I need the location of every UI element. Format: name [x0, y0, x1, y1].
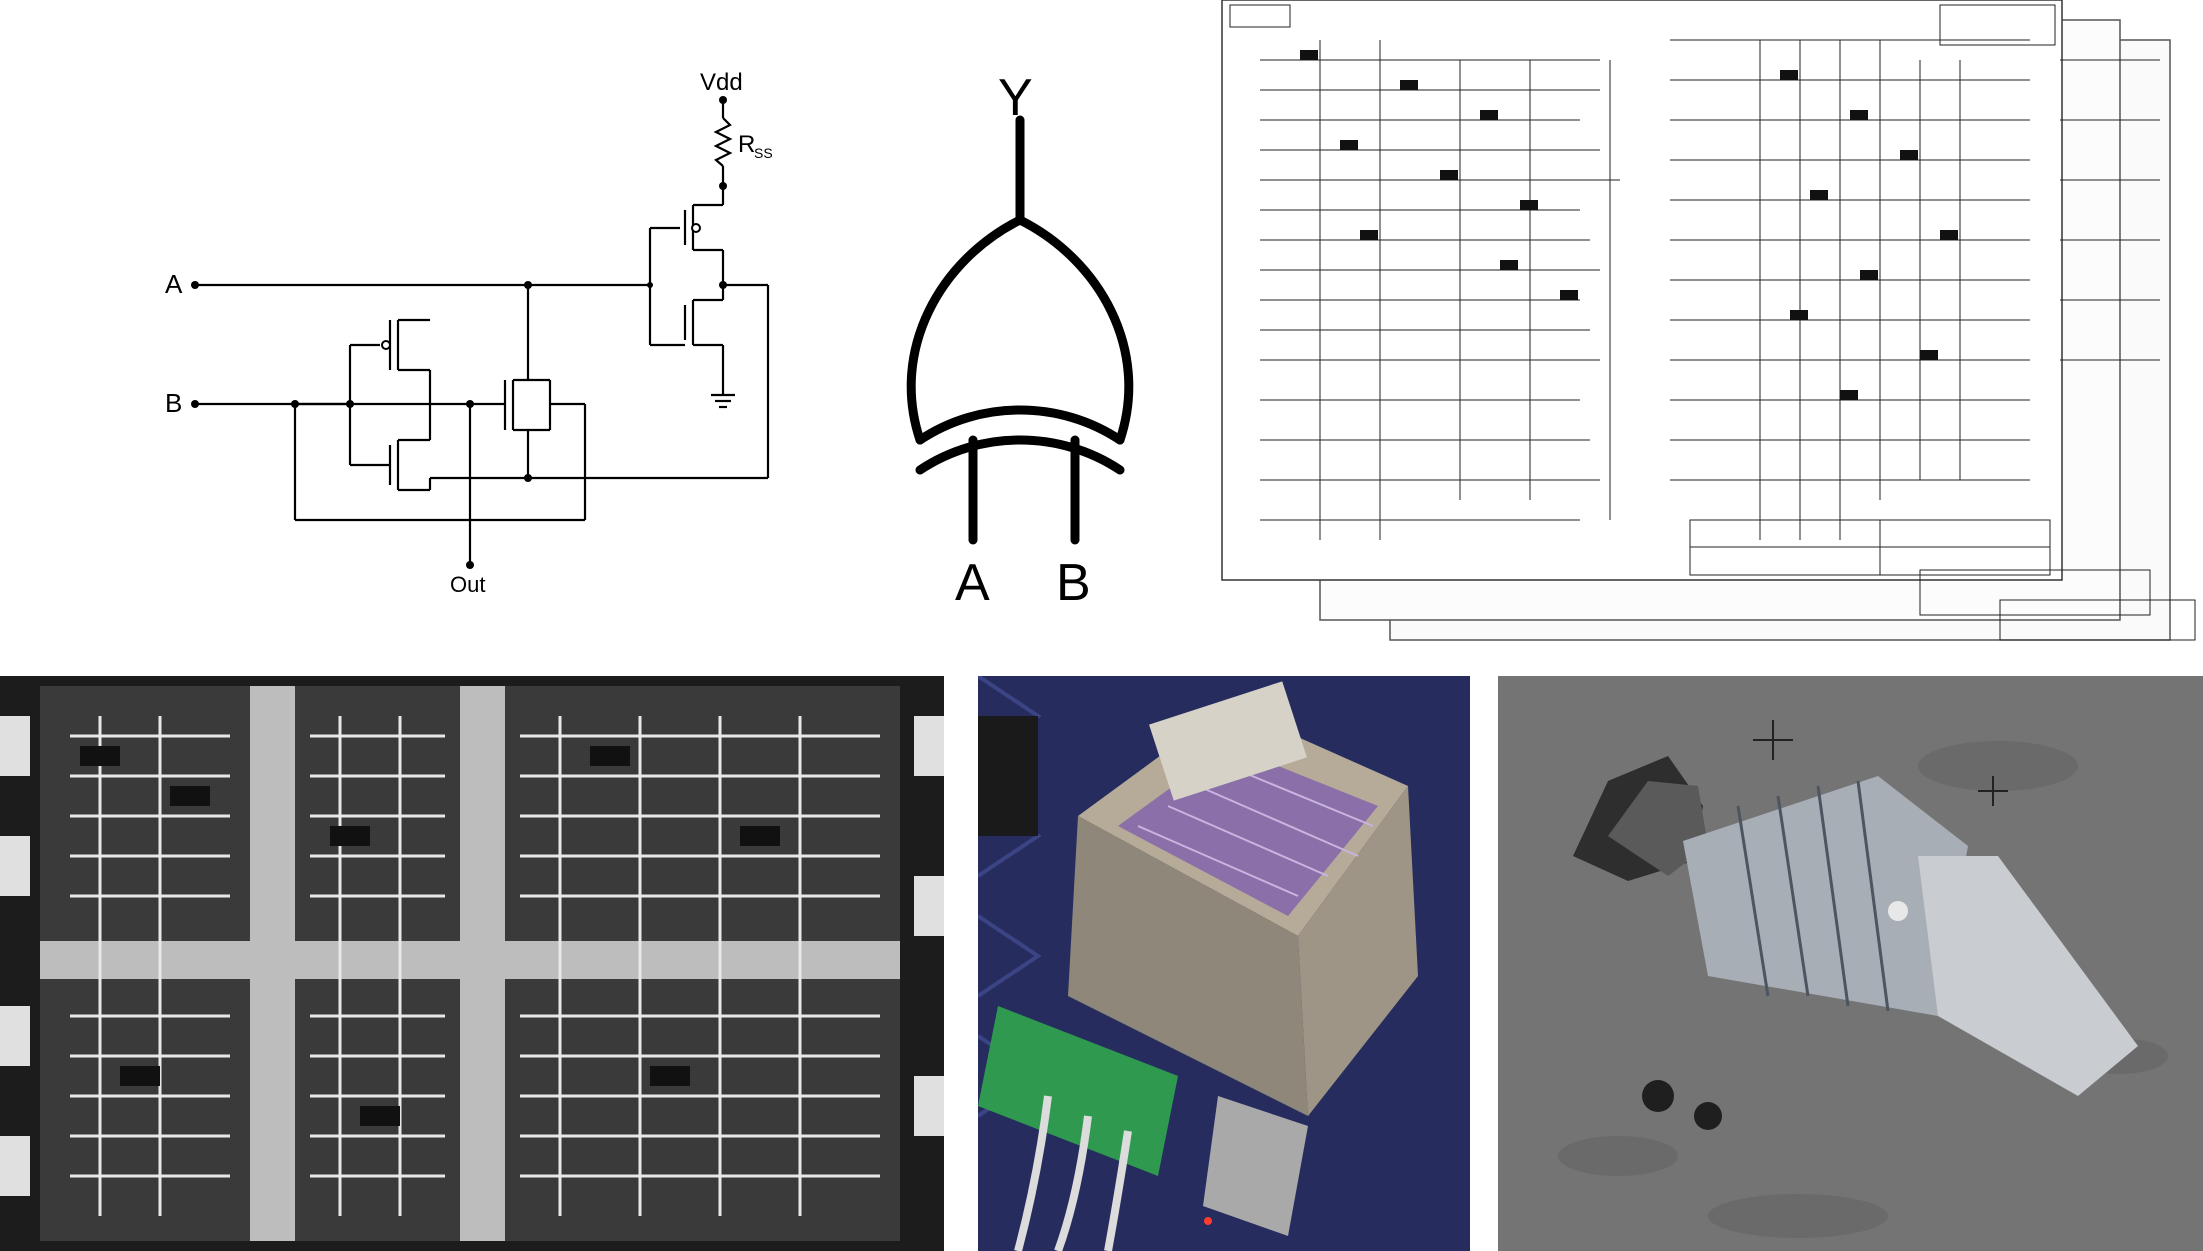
logic-flow-diagram-sheets: [1200, 0, 2203, 660]
xor-gate-diagram: Y A B: [906, 69, 1134, 612]
xor-gate-symbol: Y A B: [880, 0, 1200, 640]
input-b-label: B: [165, 388, 182, 418]
circuit-diagram: Vdd R SS A B Out: [165, 69, 773, 597]
vdd-label: Vdd: [700, 69, 743, 96]
input-a-label: A: [165, 269, 183, 299]
resistor-subscript: SS: [754, 145, 773, 161]
module-image: [978, 676, 1470, 1251]
computer-module-photo: [978, 676, 1470, 1251]
gate-input-a: A: [955, 554, 990, 612]
gate-output-y: Y: [998, 69, 1033, 127]
die-micrograph-photo: [0, 676, 944, 1251]
spacecraft-image: [1498, 676, 2203, 1251]
nor-circuit-schematic: Vdd R SS A B Out: [0, 0, 880, 640]
resistor-label: R: [738, 131, 755, 158]
chip-die-image: [0, 676, 944, 1251]
gate-input-b: B: [1056, 554, 1091, 612]
schematic-sheets-illustration: [1221, 0, 2196, 641]
spacecraft-photo: [1498, 676, 2203, 1251]
output-label: Out: [450, 572, 485, 597]
